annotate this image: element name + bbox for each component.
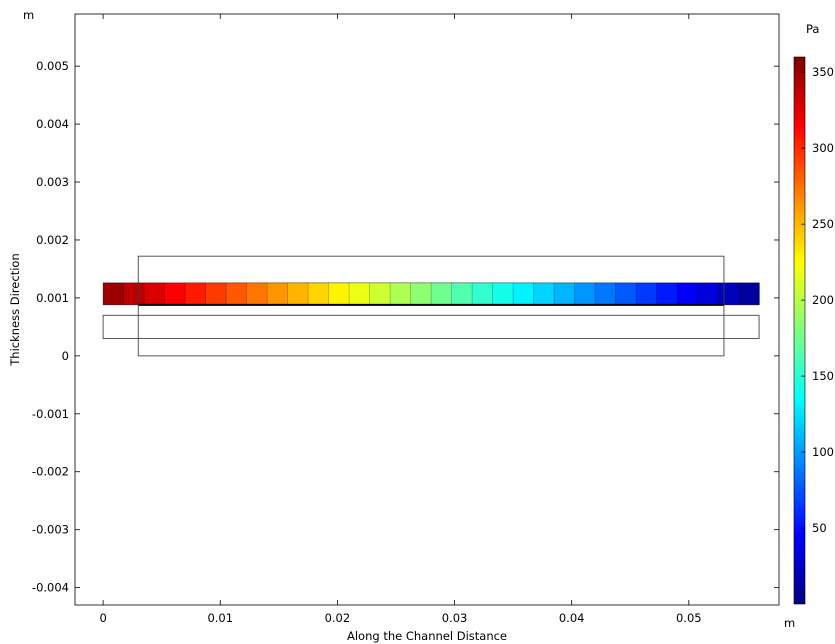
- colorbar-tick-label: 100: [812, 445, 834, 459]
- y-tick-label: 0.002: [36, 233, 69, 247]
- field-cell: [410, 282, 432, 305]
- field-cell: [718, 282, 740, 305]
- field-cell: [472, 282, 494, 305]
- y-tick-label: -0.003: [32, 523, 69, 537]
- colorbar-tick-label: 50: [812, 521, 827, 535]
- domain-outlines: [102, 255, 760, 357]
- x-tick-label: 0.04: [559, 611, 585, 625]
- field-cell: [615, 282, 637, 305]
- field-cell: [390, 282, 412, 305]
- field-cell: [738, 282, 760, 305]
- field-cell: [492, 282, 514, 305]
- x-tick-label: 0: [99, 611, 106, 625]
- field-cell: [103, 282, 125, 305]
- outline-rect-2: [102, 314, 760, 339]
- field-cell: [226, 282, 248, 305]
- axes-frame: [74, 13, 780, 606]
- outline-rect-1: [137, 255, 725, 357]
- colorbar-unit: Pa: [806, 22, 819, 36]
- field-cell: [144, 282, 166, 305]
- field-cell: [349, 282, 371, 305]
- field-cell: [697, 282, 719, 305]
- field-cell: [246, 282, 268, 305]
- field-cell: [185, 282, 207, 305]
- x-tick-label: 0.02: [325, 611, 351, 625]
- colorbar-tick-label: 200: [812, 293, 834, 307]
- y-tick-label: 0: [62, 349, 69, 363]
- x-axis-unit: m: [784, 616, 795, 630]
- colorbar-tick-label: 250: [812, 217, 834, 231]
- colorbar-tick-label: 350: [812, 65, 834, 79]
- field-cell: [656, 282, 678, 305]
- y-tick-label: 0.001: [36, 291, 69, 305]
- y-tick-label: -0.001: [32, 407, 69, 421]
- pressure-field: [102, 282, 760, 306]
- field-cell: [369, 282, 391, 305]
- field-cell: [595, 282, 617, 305]
- field-cell: [164, 282, 186, 305]
- colorbar-ticks: 350 300 250 200 150 100 50: [801, 65, 834, 535]
- field-cell: [677, 282, 699, 305]
- x-axis-label: Along the Channel Distance: [347, 629, 507, 643]
- y-axis-label: Thickness Direction: [8, 253, 22, 366]
- field-cell: [636, 282, 658, 305]
- y-axis-ticks: 0.005 0.004 0.003 0.002 0.001 0 -0.001 -0.002 -0…: [32, 59, 779, 595]
- x-tick-label: 0.03: [442, 611, 468, 625]
- y-tick-label: -0.004: [32, 581, 69, 595]
- field-cell: [308, 282, 330, 305]
- field-cell: [513, 282, 535, 305]
- field-cell: [328, 282, 350, 305]
- field-cell: [533, 282, 555, 305]
- field-cell: [574, 282, 596, 305]
- y-tick-label: 0.005: [36, 59, 69, 73]
- x-tick-label: 0.05: [676, 611, 702, 625]
- y-tick-label: 0.003: [36, 175, 69, 189]
- field-cell: [554, 282, 576, 305]
- y-tick-label: 0.004: [36, 117, 69, 131]
- field-cell: [267, 282, 289, 305]
- field-cell: [287, 282, 309, 305]
- field-cell: [123, 282, 145, 305]
- x-tick-label: 0.01: [207, 611, 233, 625]
- colorbar-tick-label: 300: [812, 141, 834, 155]
- field-cell: [431, 282, 453, 305]
- y-tick-label: -0.002: [32, 465, 69, 479]
- field-cell: [205, 282, 227, 305]
- field-cell: [451, 282, 473, 305]
- y-axis-unit: m: [23, 8, 34, 22]
- colorbar-tick-label: 150: [812, 369, 834, 383]
- x-axis-ticks: 0 0.01 0.02 0.03 0.04 0.05: [99, 14, 702, 625]
- colorbar: [793, 56, 806, 605]
